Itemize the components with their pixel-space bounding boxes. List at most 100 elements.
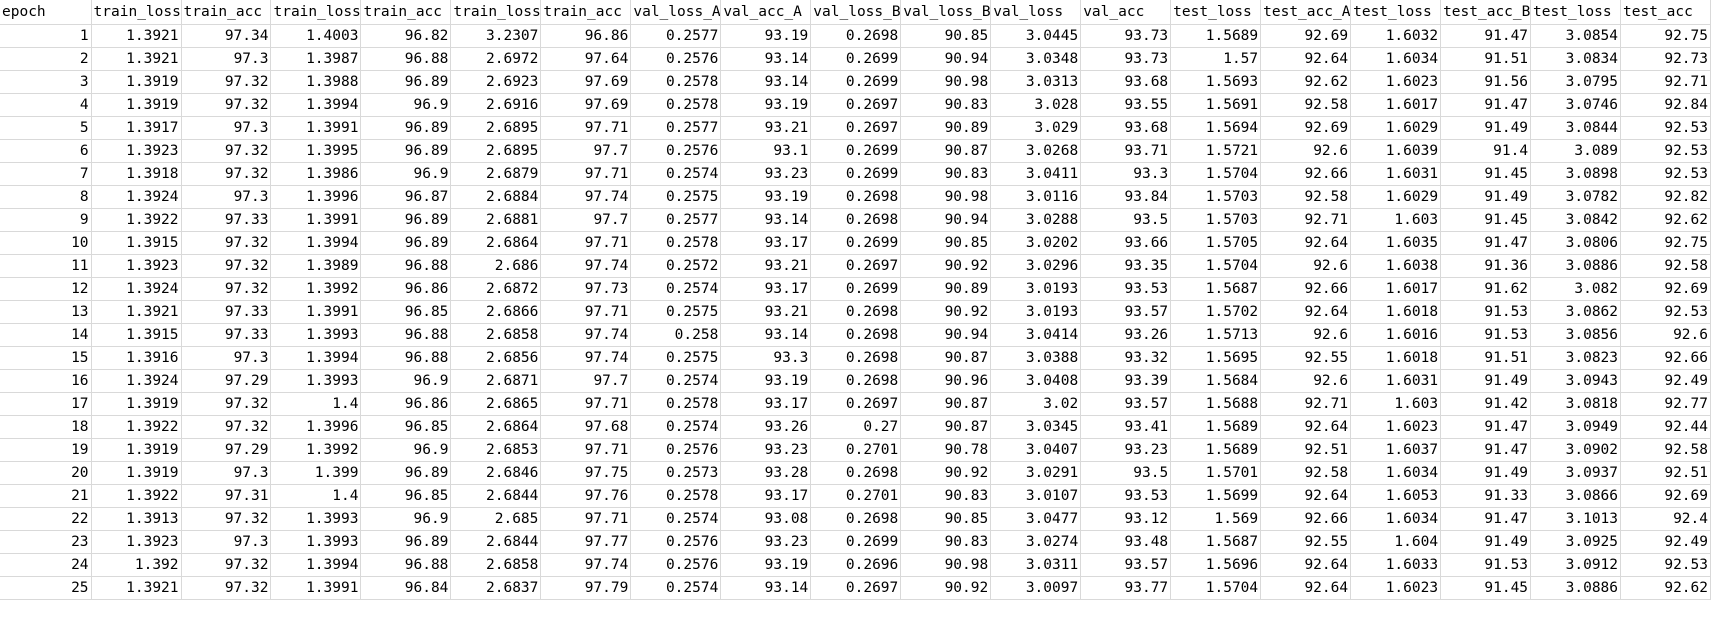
table-cell[interactable]: 1.3924 — [91, 277, 182, 301]
table-cell[interactable]: 3.0193 — [990, 300, 1082, 324]
table-cell[interactable]: 97.79 — [540, 576, 632, 600]
table-cell[interactable]: 92.53 — [1620, 116, 1711, 140]
table-cell[interactable]: 92.66 — [1260, 277, 1352, 301]
table-cell[interactable]: 1.5699 — [1170, 484, 1262, 508]
table-cell[interactable]: 91.47 — [1440, 507, 1532, 531]
table-cell[interactable]: 1.5689 — [1170, 24, 1262, 48]
table-cell[interactable]: 92.84 — [1620, 93, 1711, 117]
table-cell[interactable]: 3.0107 — [990, 484, 1082, 508]
table-cell[interactable]: 1.3995 — [270, 139, 362, 163]
table-cell[interactable]: 2.6864 — [450, 415, 542, 439]
table-cell[interactable]: 90.92 — [900, 300, 992, 324]
table-cell[interactable]: 97.32 — [181, 277, 272, 301]
table-cell[interactable]: 1.3989 — [270, 254, 362, 278]
table-cell[interactable]: 0.2577 — [630, 116, 722, 140]
table-cell[interactable]: 1.6034 — [1350, 461, 1442, 485]
table-cell[interactable]: 93.19 — [720, 93, 812, 117]
table-cell[interactable]: 3.0862 — [1530, 300, 1622, 324]
table-cell[interactable]: 2.6864 — [450, 231, 542, 255]
table-cell[interactable]: 3.0902 — [1530, 438, 1622, 462]
table-cell[interactable]: 97.71 — [540, 392, 632, 416]
table-cell[interactable]: 97.7 — [540, 139, 632, 163]
table-cell[interactable]: 2.6853 — [450, 438, 542, 462]
table-cell[interactable]: 1.3992 — [270, 277, 362, 301]
header-cell[interactable]: val_loss_B — [810, 0, 902, 25]
table-cell[interactable]: 1.3991 — [270, 208, 362, 232]
table-cell[interactable]: 90.94 — [900, 47, 992, 71]
table-cell[interactable]: 0.2578 — [630, 484, 722, 508]
table-cell[interactable]: 3.0388 — [990, 346, 1082, 370]
table-cell[interactable]: 0.2698 — [810, 461, 902, 485]
table-cell[interactable]: 3.0268 — [990, 139, 1082, 163]
epoch-cell[interactable]: 8 — [0, 185, 92, 209]
table-cell[interactable]: 92.58 — [1620, 254, 1711, 278]
table-cell[interactable]: 92.58 — [1260, 185, 1352, 209]
table-cell[interactable]: 3.0795 — [1530, 70, 1622, 94]
table-cell[interactable]: 92.64 — [1260, 231, 1352, 255]
table-cell[interactable]: 1.3913 — [91, 507, 182, 531]
table-cell[interactable]: 96.9 — [360, 162, 452, 186]
table-cell[interactable]: 97.32 — [181, 392, 272, 416]
table-cell[interactable]: 0.2576 — [630, 47, 722, 71]
table-cell[interactable]: 92.4 — [1620, 507, 1711, 531]
table-cell[interactable]: 0.2696 — [810, 553, 902, 577]
table-cell[interactable]: 3.0886 — [1530, 254, 1622, 278]
table-cell[interactable]: 93.77 — [1080, 576, 1172, 600]
table-cell[interactable]: 92.73 — [1620, 47, 1711, 71]
table-cell[interactable]: 91.47 — [1440, 24, 1532, 48]
table-cell[interactable]: 1.3921 — [91, 576, 182, 600]
table-cell[interactable]: 92.66 — [1260, 162, 1352, 186]
table-cell[interactable]: 90.98 — [900, 70, 992, 94]
table-cell[interactable]: 93.66 — [1080, 231, 1172, 255]
table-cell[interactable]: 97.3 — [181, 530, 272, 554]
table-cell[interactable]: 91.42 — [1440, 392, 1532, 416]
table-cell[interactable]: 1.6018 — [1350, 346, 1442, 370]
header-cell[interactable]: test_loss — [1170, 0, 1262, 25]
table-cell[interactable]: 92.64 — [1260, 553, 1352, 577]
table-cell[interactable]: 97.29 — [181, 369, 272, 393]
table-cell[interactable]: 1.6031 — [1350, 162, 1442, 186]
table-cell[interactable]: 96.89 — [360, 231, 452, 255]
table-cell[interactable]: 91.49 — [1440, 461, 1532, 485]
table-cell[interactable]: 93.19 — [720, 185, 812, 209]
table-cell[interactable]: 97.74 — [540, 254, 632, 278]
table-cell[interactable]: 92.62 — [1620, 576, 1711, 600]
table-cell[interactable]: 2.6895 — [450, 116, 542, 140]
table-cell[interactable]: 93.3 — [1080, 162, 1172, 186]
table-cell[interactable]: 96.86 — [360, 392, 452, 416]
table-cell[interactable]: 91.45 — [1440, 208, 1532, 232]
epoch-cell[interactable]: 21 — [0, 484, 92, 508]
table-cell[interactable]: 1.6031 — [1350, 369, 1442, 393]
epoch-cell[interactable]: 4 — [0, 93, 92, 117]
table-cell[interactable]: 91.45 — [1440, 162, 1532, 186]
table-cell[interactable]: 1.6017 — [1350, 277, 1442, 301]
table-cell[interactable]: 1.3923 — [91, 139, 182, 163]
table-cell[interactable]: 92.64 — [1260, 484, 1352, 508]
table-cell[interactable]: 1.4 — [270, 392, 362, 416]
table-cell[interactable]: 93.73 — [1080, 24, 1172, 48]
table-cell[interactable]: 96.89 — [360, 70, 452, 94]
table-cell[interactable]: 93.14 — [720, 323, 812, 347]
epoch-cell[interactable]: 3 — [0, 70, 92, 94]
table-cell[interactable]: 92.6 — [1260, 139, 1352, 163]
table-cell[interactable]: 3.028 — [990, 93, 1082, 117]
table-cell[interactable]: 96.86 — [540, 24, 632, 48]
table-cell[interactable]: 92.82 — [1620, 185, 1711, 209]
table-cell[interactable]: 1.5691 — [1170, 93, 1262, 117]
table-cell[interactable]: 92.77 — [1620, 392, 1711, 416]
table-cell[interactable]: 2.6923 — [450, 70, 542, 94]
table-cell[interactable]: 3.0746 — [1530, 93, 1622, 117]
table-cell[interactable]: 3.0445 — [990, 24, 1082, 48]
table-cell[interactable]: 96.89 — [360, 208, 452, 232]
table-cell[interactable]: 90.96 — [900, 369, 992, 393]
table-cell[interactable]: 97.29 — [181, 438, 272, 462]
table-cell[interactable]: 0.2576 — [630, 438, 722, 462]
table-cell[interactable]: 3.0313 — [990, 70, 1082, 94]
table-cell[interactable]: 97.32 — [181, 254, 272, 278]
table-cell[interactable]: 92.62 — [1620, 208, 1711, 232]
table-cell[interactable]: 1.3919 — [91, 461, 182, 485]
table-cell[interactable]: 1.3915 — [91, 323, 182, 347]
table-cell[interactable]: 96.89 — [360, 116, 452, 140]
table-cell[interactable]: 1.3993 — [270, 369, 362, 393]
table-cell[interactable]: 92.6 — [1260, 323, 1352, 347]
